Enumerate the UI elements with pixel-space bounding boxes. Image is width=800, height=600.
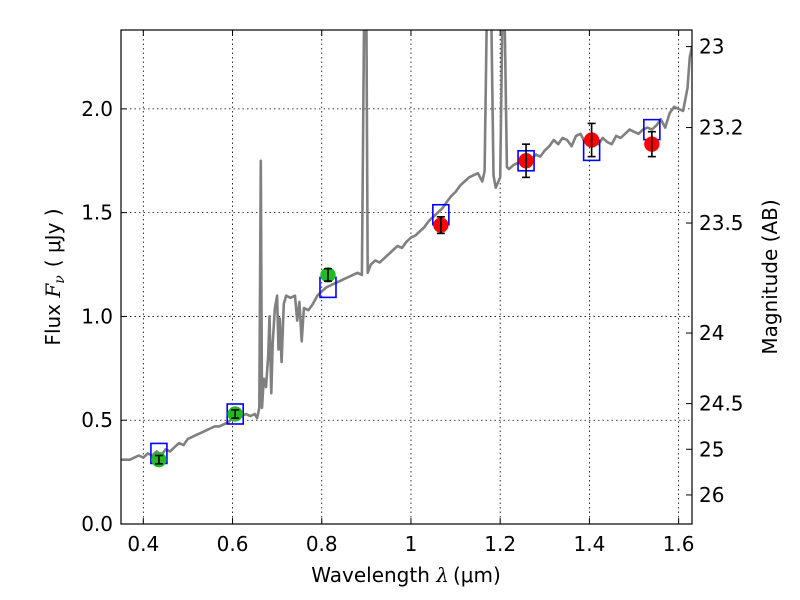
plot-area [121,30,692,468]
y2-tick-label: 24 [699,321,724,345]
y-tick-label: 2.0 [81,97,113,121]
y2-axis-label: Magnitude (AB) [758,199,782,354]
x-tick-label: 1.6 [663,532,695,556]
y-tick-label: 1.5 [81,201,113,225]
y-tick-label: 0.5 [81,408,113,432]
y2-tick-label: 24.5 [699,392,744,416]
y2-tick-label: 23.5 [699,211,744,235]
x-tick-label: 0.6 [217,532,249,556]
y2-tick-label: 23 [699,35,724,59]
y-axis-label-symbol: F [41,283,65,299]
y-axis-label-prefix: Flux [41,298,65,346]
y-axis-label-unit: ( μJy ) [41,208,65,267]
plot-frame [120,29,693,525]
y-axis-label-subscript: ν [52,275,68,284]
y2-tick-label: 25 [699,437,724,461]
x-axis-label-prefix: Wavelength [311,563,436,587]
x-tick-label: 1 [405,532,418,556]
x-axis-label-symbol: λ [435,563,449,587]
x-tick-label: 1.4 [573,532,605,556]
y-tick-label: 0.0 [81,512,113,536]
x-axis-label: Wavelength λ (μm) [311,563,501,587]
y-tick-label: 1.0 [81,304,113,328]
x-tick-label: 0.8 [306,532,338,556]
y-axis-label: Flux Fν ( μJy ) [41,208,68,345]
y2-tick-label: 26 [699,483,724,507]
y2-tick-label: 23.2 [699,116,744,140]
ticks: 0.4 0.6 0.8 1 1.2 1.4 1.6 0.0 0.5 1.0 1.5 2.0 23 23.2… [81,30,744,556]
x-axis-label-unit: (μm) [453,563,501,587]
x-tick-label: 1.2 [484,532,516,556]
model-box [226,403,244,425]
x-tick-label: 0.4 [127,532,159,556]
